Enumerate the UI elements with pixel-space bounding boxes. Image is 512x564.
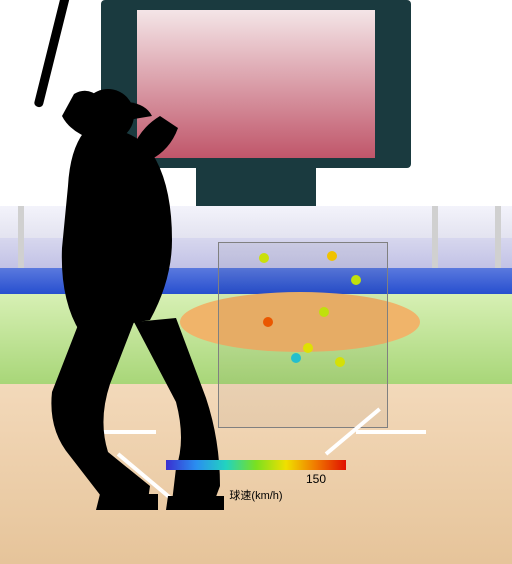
legend-label: 球速(km/h) bbox=[166, 487, 346, 503]
speed-legend: 100 150 球速(km/h) bbox=[166, 460, 346, 503]
batter-silhouette bbox=[0, 0, 512, 512]
legend-gradient-bar bbox=[166, 460, 346, 470]
legend-tick-min: 100 bbox=[186, 472, 206, 486]
legend-tick-max: 150 bbox=[306, 472, 326, 486]
legend-ticks: 100 150 bbox=[166, 472, 346, 486]
pitch-location-chart: 100 150 球速(km/h) bbox=[0, 0, 512, 512]
